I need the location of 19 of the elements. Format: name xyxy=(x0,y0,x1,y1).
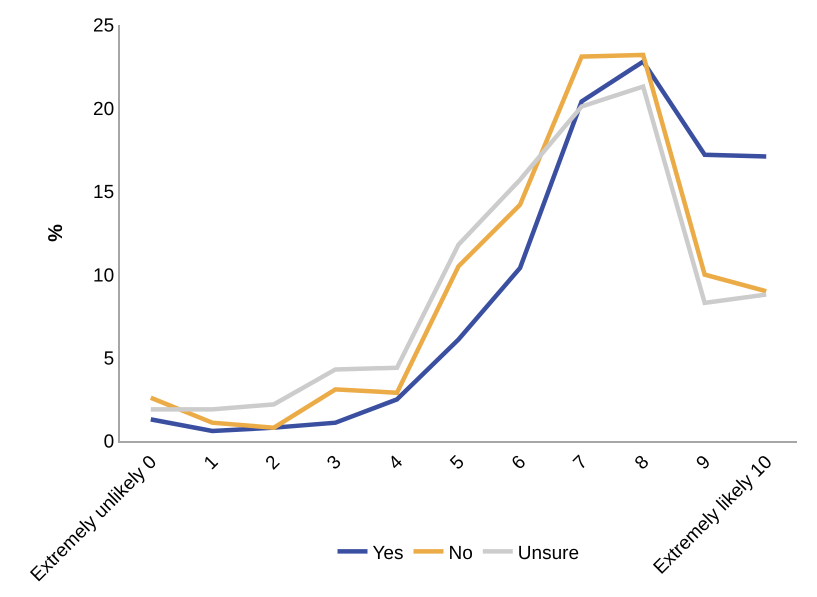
y-axis-title: % xyxy=(45,224,68,242)
x-tick-label: 6 xyxy=(508,452,530,474)
x-tick-label: 3 xyxy=(323,452,346,474)
y-tick-label: 25 xyxy=(93,16,114,37)
legend-label: Unsure xyxy=(518,542,580,564)
x-tick-label: 1 xyxy=(200,452,223,474)
y-tick-label: 5 xyxy=(104,348,114,370)
y-tick-label: 0 xyxy=(104,432,114,453)
x-tick-label: 9 xyxy=(692,452,715,474)
y-tick-label: 15 xyxy=(93,182,114,204)
y-tick-label: 10 xyxy=(93,265,114,286)
x-tick-label: 5 xyxy=(446,452,469,474)
x-tick-label: 2 xyxy=(262,452,284,474)
legend-label: Yes xyxy=(372,542,404,564)
x-tick-label: 8 xyxy=(631,452,654,474)
y-tick-label: 20 xyxy=(93,98,114,120)
legend-label: No xyxy=(448,542,473,564)
x-tick-label: 7 xyxy=(570,452,592,474)
x-tick-label: 4 xyxy=(384,451,408,474)
